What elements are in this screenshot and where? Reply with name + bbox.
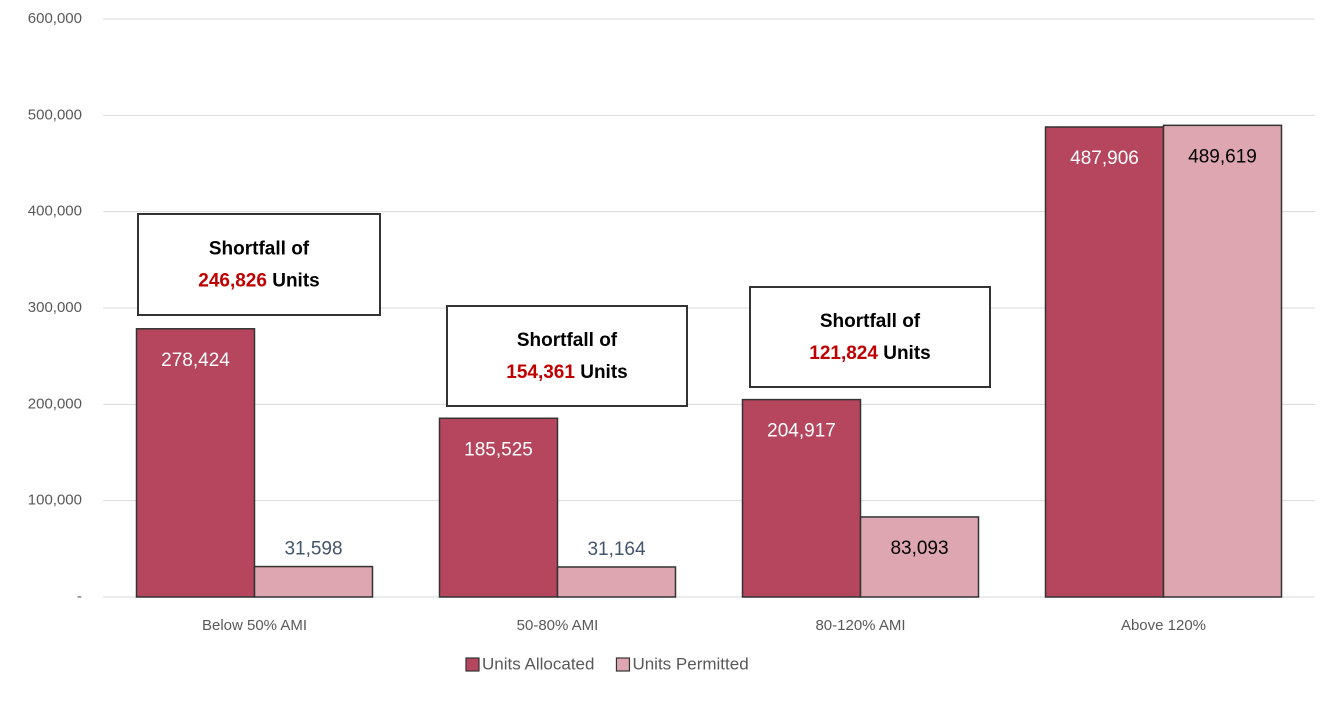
annotation-value: 246,826 <box>198 271 267 292</box>
annotation-box <box>749 286 991 388</box>
bar <box>859 516 980 598</box>
legend-label: Units Allocated <box>482 654 594 673</box>
y-tick-label: 500,000 <box>28 106 82 123</box>
legend: Units Allocated Units Permitted <box>465 654 749 673</box>
annotation-amount: 154,361 Units <box>506 362 627 383</box>
value-label: 31,598 <box>284 539 342 560</box>
annotation-unit: Units <box>272 271 320 292</box>
y-tick-label: 100,000 <box>28 492 82 509</box>
legend-swatch <box>615 657 631 672</box>
annotation-line: Shortfall of <box>209 239 310 260</box>
x-tick-label: Above 120% <box>1121 617 1206 634</box>
annotation-box <box>137 213 381 316</box>
value-label: 204,917 <box>767 421 836 442</box>
legend-label: Units Permitted <box>632 654 748 673</box>
y-tick-label: 400,000 <box>28 203 82 220</box>
annotation-amount: 121,824 Units <box>809 343 930 364</box>
x-tick-label: 50-80% AMI <box>517 617 599 634</box>
bar <box>556 566 677 598</box>
bar <box>1162 124 1283 598</box>
value-label: 185,525 <box>464 439 533 460</box>
bar <box>253 565 374 598</box>
value-label: 487,906 <box>1070 148 1139 169</box>
annotation-unit: Units <box>883 343 931 364</box>
x-tick-label: 80-120% AMI <box>815 617 905 634</box>
annotation-unit: Units <box>580 362 628 383</box>
annotation-line: Shortfall of <box>517 330 618 351</box>
bar <box>438 417 559 598</box>
value-label: 489,619 <box>1188 146 1257 167</box>
y-tick-label: 600,000 <box>28 10 82 27</box>
value-label: 83,093 <box>890 538 948 559</box>
x-tick-label: Below 50% AMI <box>202 617 307 634</box>
bar <box>135 328 256 598</box>
bar <box>741 398 862 598</box>
bar <box>1044 126 1165 598</box>
y-tick-label: - <box>77 588 82 605</box>
annotation-value: 154,361 <box>506 362 575 383</box>
annotation-value: 121,824 <box>809 343 878 364</box>
y-tick-label: 200,000 <box>28 395 82 412</box>
y-tick-label: 300,000 <box>28 299 82 316</box>
value-label: 31,164 <box>587 539 646 560</box>
annotation-amount: 246,826 Units <box>198 271 319 292</box>
annotation-line: Shortfall of <box>820 311 921 332</box>
annotation-box <box>446 305 688 407</box>
value-label: 278,424 <box>161 350 230 371</box>
legend-swatch <box>465 657 480 672</box>
